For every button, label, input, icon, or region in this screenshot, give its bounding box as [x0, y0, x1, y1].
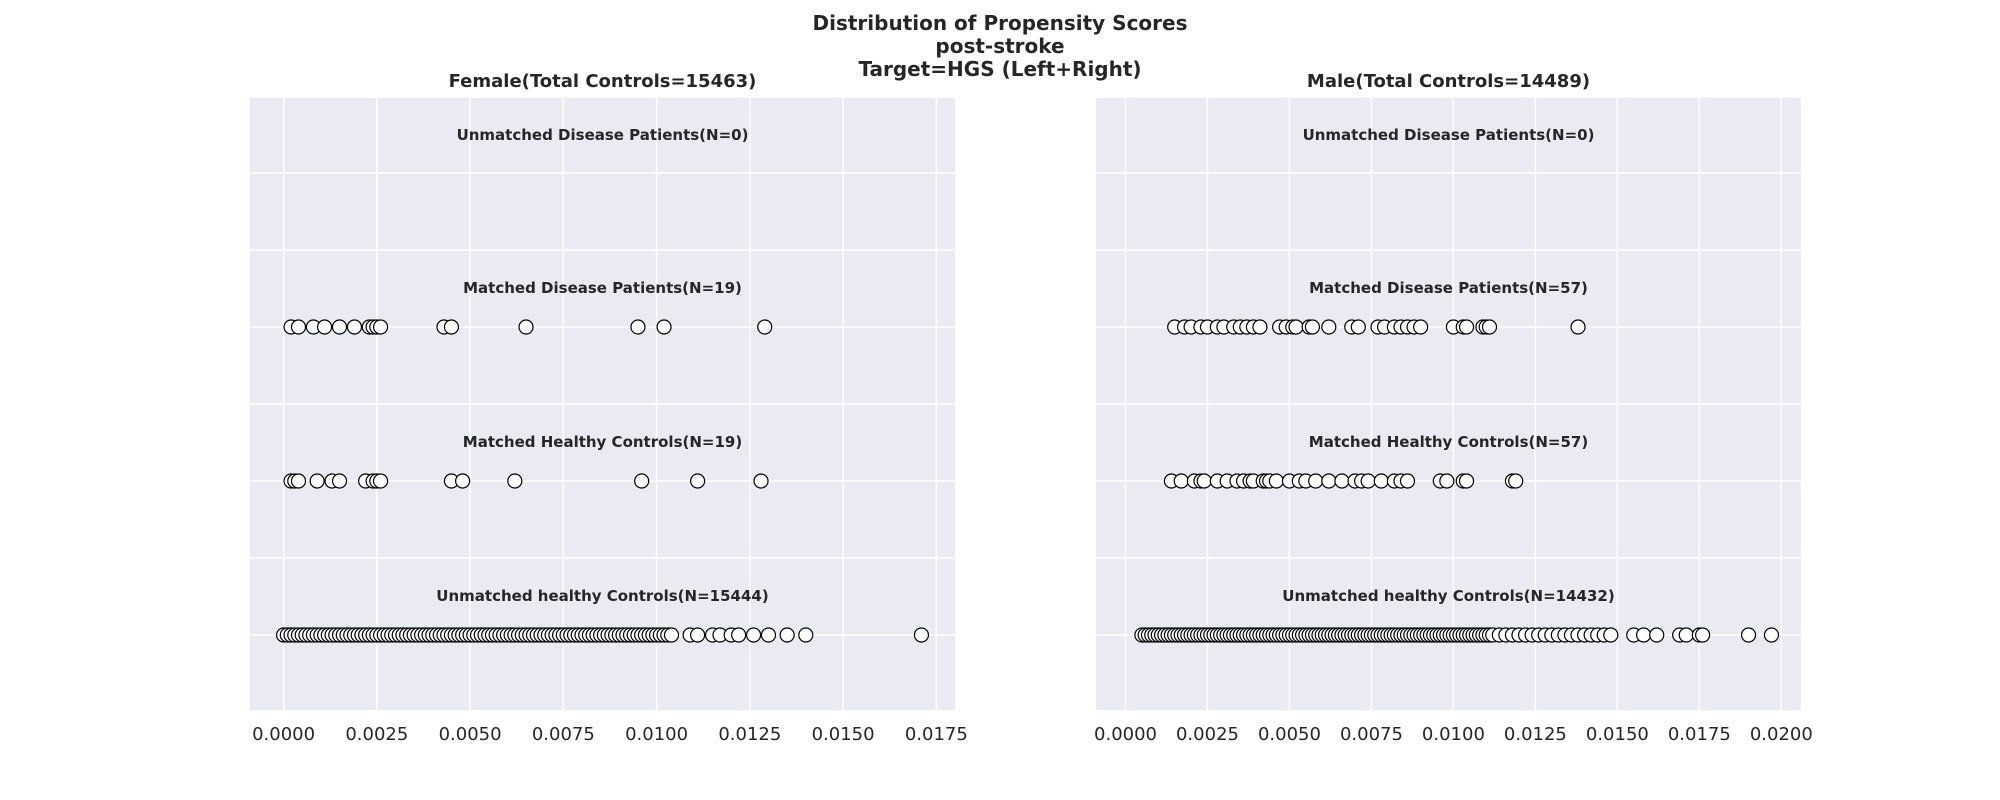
x-tick-label: 0.0000 — [1094, 724, 1157, 745]
data-point — [634, 473, 650, 489]
data-point — [346, 319, 363, 335]
x-tick-label: 0.0200 — [1750, 724, 1813, 745]
data-point — [372, 319, 389, 335]
row-label: Matched Healthy Controls(N=57) — [1309, 433, 1588, 451]
figure-title-line-2: post-stroke — [935, 34, 1065, 58]
x-tick-label: 0.0050 — [1258, 724, 1321, 745]
row-label: Matched Disease Patients(N=57) — [1309, 279, 1588, 297]
row-label: Unmatched Disease Patients(N=0) — [457, 126, 749, 144]
data-point — [1570, 319, 1586, 335]
data-point — [1288, 319, 1304, 335]
data-point — [779, 627, 795, 643]
data-point — [1740, 627, 1757, 643]
data-point — [913, 627, 930, 643]
data-point — [1268, 473, 1284, 489]
data-point — [745, 627, 762, 643]
data-point — [1334, 473, 1350, 489]
data-point — [798, 627, 814, 643]
data-point — [1508, 473, 1524, 489]
data-point — [1695, 627, 1711, 643]
data-point — [663, 627, 680, 643]
data-point — [1649, 627, 1665, 643]
data-point — [1413, 319, 1429, 335]
x-tick-label: 0.0050 — [439, 724, 502, 745]
data-point — [317, 319, 333, 335]
data-point — [1321, 473, 1337, 489]
data-point — [1636, 627, 1652, 643]
x-tick-label: 0.0175 — [905, 724, 968, 745]
data-point — [760, 627, 777, 643]
row-label: Unmatched Disease Patients(N=0) — [1303, 126, 1595, 144]
data-point — [757, 319, 773, 335]
data-point — [1360, 473, 1376, 489]
data-point — [731, 627, 747, 643]
data-point — [753, 473, 769, 489]
data-point — [443, 319, 460, 335]
data-point — [1304, 319, 1321, 335]
panel-female: 0.0000 0.0025 0.0050 0.0075 0.0100 0.0125 0.01… — [250, 71, 968, 745]
x-tick-label: 0.0075 — [532, 724, 595, 745]
data-point — [1678, 627, 1694, 643]
data-point — [1308, 473, 1324, 489]
x-tick-label: 0.0100 — [1422, 724, 1485, 745]
data-point — [1481, 319, 1498, 335]
x-tick-label: 0.0000 — [252, 724, 315, 745]
data-point — [1603, 627, 1619, 643]
x-tick-label: 0.0075 — [1340, 724, 1403, 745]
data-point — [1763, 627, 1780, 643]
panel-title: Female(Total Controls=15463) — [449, 71, 757, 92]
data-point — [690, 627, 706, 643]
row-label: Unmatched healthy Controls(N=15444) — [436, 587, 768, 605]
data-point — [290, 473, 307, 489]
x-tick-label: 0.0100 — [625, 724, 688, 745]
data-point — [690, 473, 706, 489]
data-point — [290, 319, 307, 335]
x-tick-label: 0.0125 — [1504, 724, 1567, 745]
data-point — [1350, 319, 1366, 335]
data-point — [1373, 473, 1389, 489]
data-point — [507, 473, 523, 489]
x-tick-label: 0.0025 — [345, 724, 408, 745]
panel-title: Male(Total Controls=14489) — [1307, 71, 1590, 92]
row-label: Unmatched healthy Controls(N=14432) — [1282, 587, 1614, 605]
data-point — [1173, 473, 1189, 489]
x-tick-label: 0.0150 — [812, 724, 875, 745]
data-point — [1252, 319, 1268, 335]
data-point — [1321, 319, 1337, 335]
data-point — [1439, 473, 1455, 489]
data-point — [630, 319, 646, 335]
data-point — [309, 473, 325, 489]
data-point — [331, 473, 348, 489]
figure-title: Distribution of Propensity Scores post-s… — [0, 12, 2000, 81]
data-point — [1458, 473, 1475, 489]
row-label: Matched Disease Patients(N=19) — [463, 279, 742, 297]
x-tick-label: 0.0025 — [1176, 724, 1239, 745]
figure-title-line-3: Target=HGS (Left+Right) — [858, 57, 1142, 81]
data-point — [1399, 473, 1416, 489]
data-point — [455, 473, 471, 489]
data-point — [1196, 473, 1212, 489]
figure-title-line-1: Distribution of Propensity Scores — [812, 11, 1188, 35]
x-tick-label: 0.0125 — [718, 724, 781, 745]
data-point — [372, 473, 389, 489]
data-point — [1458, 319, 1475, 335]
data-point — [518, 319, 534, 335]
panel-male: 0.0000 0.0025 0.0050 0.0075 0.0100 0.0125 0.01… — [1094, 71, 1813, 745]
data-point — [656, 319, 672, 335]
x-tick-label: 0.0150 — [1586, 724, 1649, 745]
data-point — [331, 319, 348, 335]
x-tick-label: 0.0175 — [1668, 724, 1731, 745]
row-label: Matched Healthy Controls(N=19) — [463, 433, 742, 451]
